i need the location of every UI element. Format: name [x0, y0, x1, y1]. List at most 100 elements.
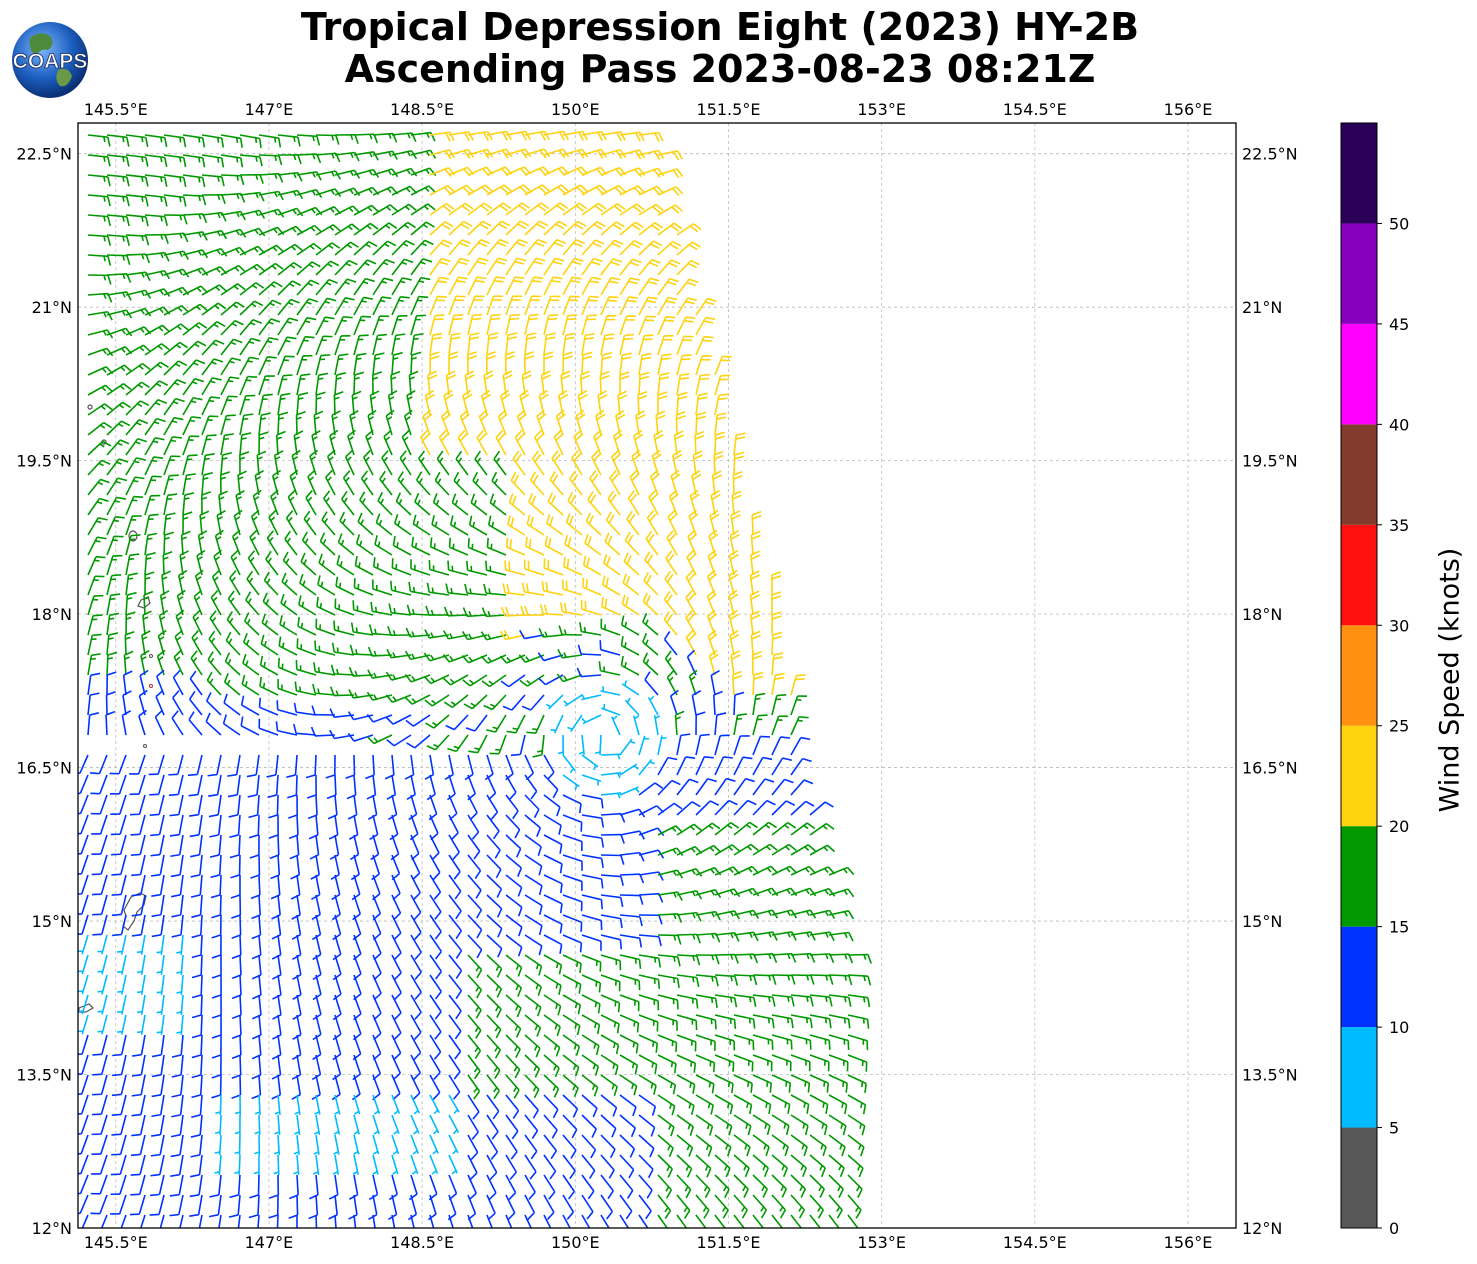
wind-barb — [91, 834, 108, 855]
wind-barb — [361, 470, 374, 496]
wind-barb — [461, 654, 488, 664]
wind-barb — [581, 1194, 594, 1220]
wind-barb — [562, 130, 588, 141]
wind-barb — [483, 583, 507, 596]
wind-barb — [410, 276, 431, 296]
wind-barb — [429, 1154, 439, 1175]
wind-barb — [429, 1214, 435, 1228]
wind-barb — [410, 185, 437, 196]
wind-barb — [81, 1214, 89, 1228]
wind-barb — [609, 470, 621, 496]
wind-barb — [201, 134, 225, 148]
wind-barb — [480, 654, 507, 664]
wind-barb — [581, 314, 597, 336]
wind-barb — [272, 1014, 282, 1040]
wind-barb — [78, 874, 89, 895]
wind-barb — [424, 694, 450, 707]
wind-barb — [106, 291, 132, 301]
wind-barb — [642, 652, 659, 676]
wind-barb — [493, 450, 507, 476]
wind-barb — [442, 653, 469, 663]
wind-barb — [622, 573, 640, 596]
wind-barb — [562, 1074, 579, 1098]
wind-barb — [78, 974, 89, 995]
wind-barb — [112, 914, 127, 937]
wind-barb — [467, 994, 482, 1019]
wind-barb — [366, 774, 377, 800]
wind-barb — [90, 1194, 108, 1215]
wind-barb — [391, 954, 402, 981]
wind-barb — [728, 589, 739, 616]
wind-barb — [372, 1214, 376, 1228]
wind-barb — [429, 854, 441, 880]
wind-barb — [521, 582, 545, 596]
wind-barb — [208, 1194, 222, 1218]
wind-barb — [524, 148, 551, 159]
wind-barb — [366, 691, 393, 701]
wind-barb — [532, 734, 545, 758]
wind-barb — [163, 455, 181, 476]
wind-barb — [163, 493, 178, 516]
wind-barb — [206, 671, 222, 696]
wind-barb — [277, 280, 302, 296]
wind-barb — [201, 194, 226, 205]
wind-barb — [448, 1154, 458, 1175]
wind-barb — [273, 1154, 280, 1176]
wind-barb — [331, 642, 355, 656]
wind-barb — [87, 692, 100, 716]
wind-barb — [277, 243, 303, 256]
wind-barb — [526, 714, 545, 735]
wind-barb — [391, 1214, 396, 1228]
wind-barb — [638, 203, 664, 216]
wind-barb — [516, 409, 527, 436]
wind-barb — [591, 449, 602, 476]
wind-barb — [130, 1134, 146, 1157]
wind-barb — [449, 515, 469, 536]
wind-barb — [111, 894, 127, 917]
wind-barb — [239, 227, 266, 237]
wind-barb — [239, 300, 264, 316]
wind-barb — [467, 794, 478, 821]
wind-barb — [638, 735, 650, 756]
wind-barb — [581, 1014, 601, 1035]
wind-barb — [271, 1034, 282, 1060]
wind-barb — [259, 655, 279, 676]
island-guam — [122, 892, 147, 931]
wind-barb — [847, 1054, 868, 1072]
wind-barb — [429, 914, 442, 940]
lon-label-bottom: 156°E — [1164, 1233, 1213, 1252]
wind-barb — [347, 711, 374, 721]
wind-barb — [465, 714, 488, 732]
wind-barb — [524, 1074, 540, 1099]
wind-barb — [790, 1194, 806, 1219]
wind-barb — [524, 1174, 536, 1200]
wind-barb — [432, 493, 450, 516]
wind-barb — [291, 1054, 302, 1080]
wind-barb — [91, 1134, 108, 1155]
lon-label-bottom: 147°E — [245, 1233, 294, 1252]
wind-barb — [429, 221, 454, 236]
colorbar-bin — [1341, 826, 1377, 927]
wind-barb — [714, 822, 740, 836]
wind-barb — [353, 259, 377, 276]
wind-barb — [448, 220, 473, 236]
wind-barb — [372, 258, 395, 276]
wind-barb — [619, 763, 639, 776]
wind-barb — [78, 1034, 89, 1056]
wind-barb — [374, 535, 393, 556]
wind-barb — [580, 599, 602, 616]
wind-barb — [771, 591, 782, 616]
wind-barb — [695, 711, 706, 736]
wind-barb — [189, 1194, 203, 1217]
lon-label-top: 148.5°E — [390, 100, 454, 119]
wind-barb — [410, 1074, 421, 1101]
wind-barb — [159, 590, 170, 616]
wind-barb — [386, 774, 397, 800]
wind-barb — [790, 974, 815, 985]
wind-barb — [481, 607, 507, 618]
wind-barb — [429, 537, 450, 556]
wind-barb — [130, 814, 146, 836]
wind-barb — [714, 734, 730, 756]
wind-barb — [524, 202, 550, 216]
wind-barb — [298, 595, 317, 616]
